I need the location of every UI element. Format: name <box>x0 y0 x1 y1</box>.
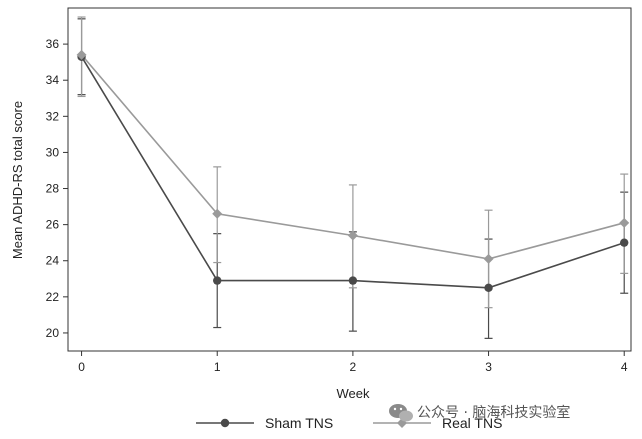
legend-label-real-tns: Real TNS <box>442 415 502 431</box>
legend-item-sham-tns: Sham TNS <box>196 415 333 431</box>
watermark: 公众号 · 脑海科技实验室 <box>389 404 570 422</box>
legend-label-sham-tns: Sham TNS <box>265 415 333 431</box>
sham-tns-marker <box>620 238 629 247</box>
x-axis-title: Week <box>337 386 370 401</box>
legend: Sham TNS Real TNS <box>196 415 502 431</box>
real-tns-marker <box>347 230 358 241</box>
plot-frame <box>67 7 632 352</box>
x-tick-label: 2 <box>350 360 357 374</box>
y-tick-label: 20 <box>46 326 60 340</box>
x-tick-label: 4 <box>621 360 628 374</box>
series-markers <box>76 49 630 293</box>
real-tns-marker <box>76 49 87 60</box>
y-tick-label: 26 <box>46 218 60 232</box>
real-tns-marker <box>619 217 630 228</box>
x-tick-label: 0 <box>78 360 85 374</box>
y-tick-label: 36 <box>46 37 60 51</box>
y-tick-label: 34 <box>46 73 60 87</box>
y-axis-title: Mean ADHD-RS total score <box>10 101 25 259</box>
legend-marker-sham-tns <box>220 418 230 428</box>
x-tick-label: 3 <box>485 360 492 374</box>
y-tick-label: 24 <box>46 254 60 268</box>
y-tick-label: 32 <box>46 109 60 123</box>
real-tns-marker <box>212 208 223 219</box>
watermark-text: 公众号 · 脑海科技实验室 <box>417 404 570 421</box>
real-tns-marker <box>483 253 494 264</box>
wechat-icon <box>389 404 413 422</box>
x-tick-label: 1 <box>214 360 221 374</box>
x-axis-ticks: 0 1 2 3 4 <box>78 351 628 374</box>
y-tick-label: 22 <box>46 290 60 304</box>
plot-border <box>67 7 632 352</box>
sham-tns-marker <box>348 276 358 285</box>
y-axis-ticks: 20 22 24 26 28 30 32 34 36 <box>46 37 68 340</box>
y-tick-label: 28 <box>46 182 60 196</box>
y-tick-label: 30 <box>46 145 60 159</box>
sham-tns-marker <box>213 276 222 285</box>
sham-tns-marker <box>484 283 493 293</box>
